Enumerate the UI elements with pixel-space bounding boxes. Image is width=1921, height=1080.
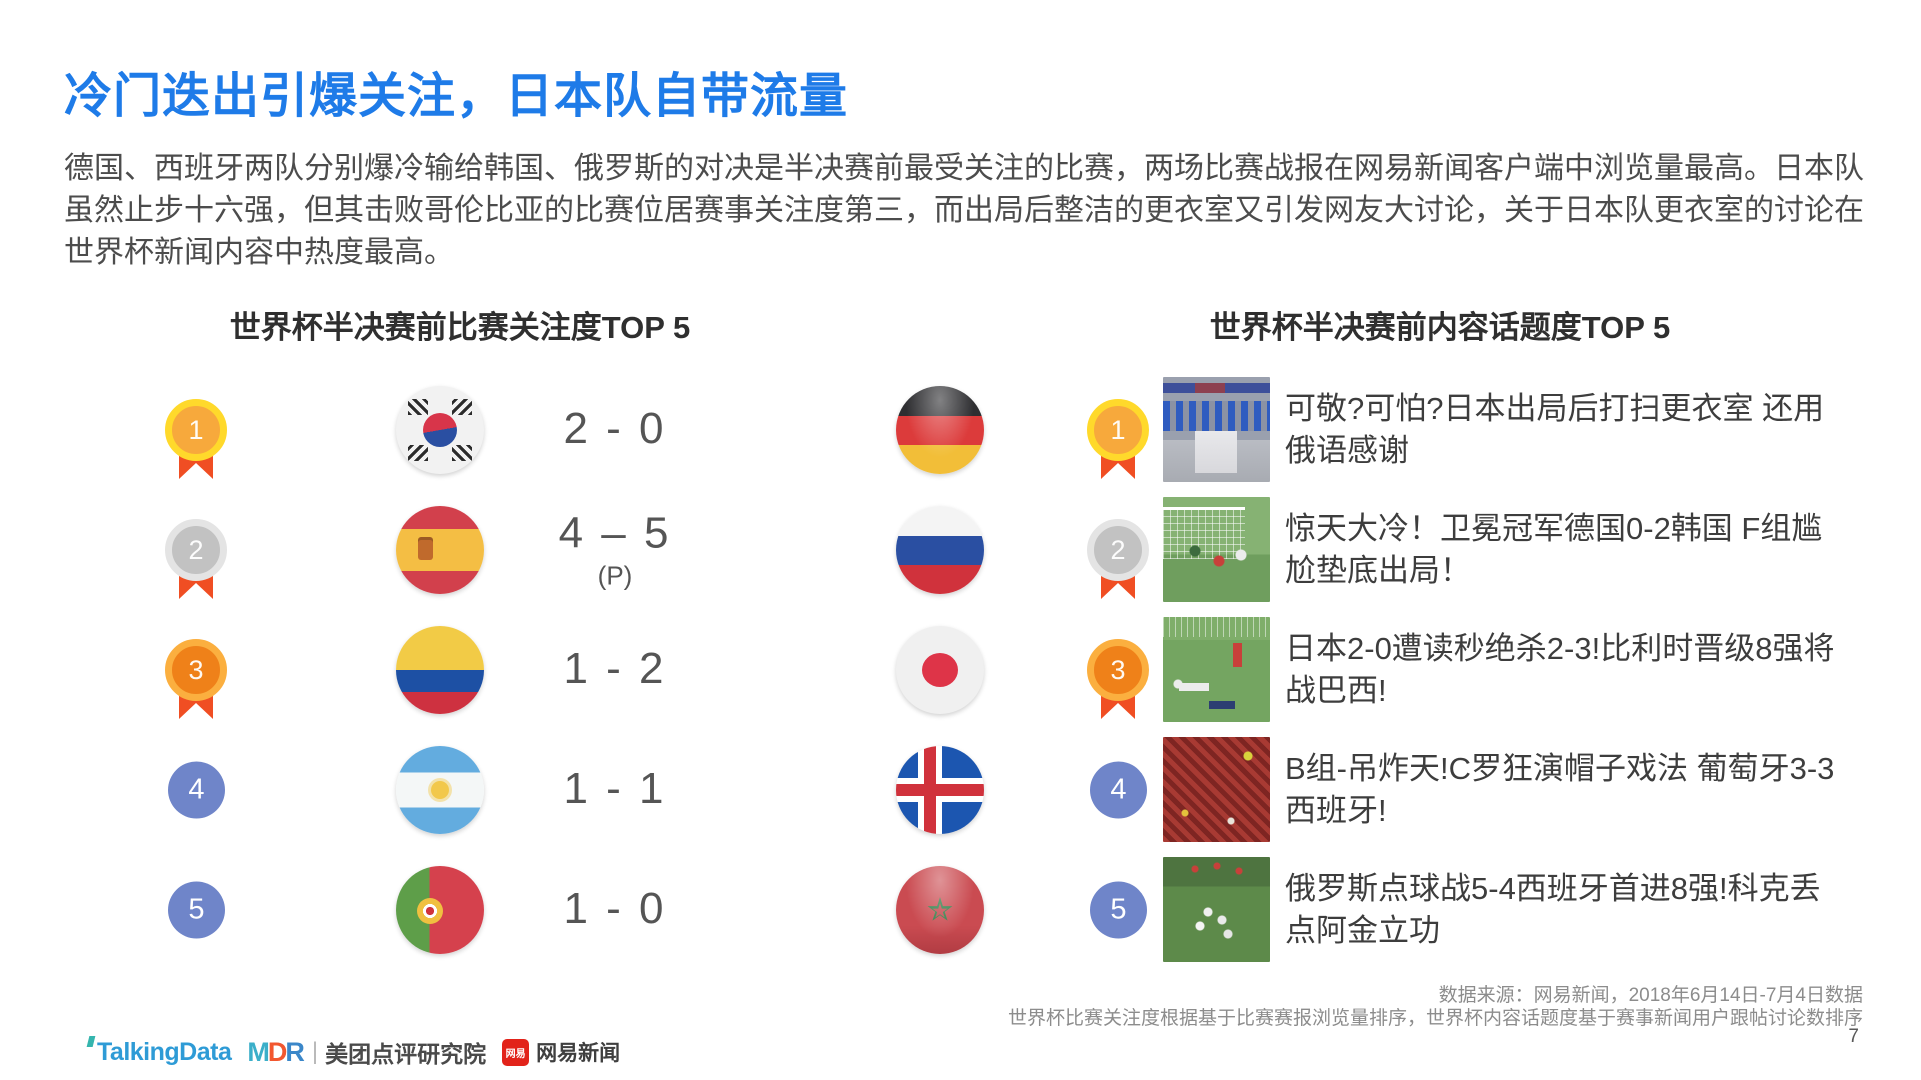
rank-3-bronze-medal-icon: 3 <box>1087 639 1149 727</box>
flag-argentina-icon <box>396 746 484 834</box>
source-line-2: 世界杯比赛关注度根据基于比赛赛报浏览量排序，世界杯内容话题度基于赛事新闻用户跟帖… <box>1007 1008 1863 1029</box>
rank-1-gold-medal-icon: 1 <box>165 399 227 487</box>
mdr-letter-r: R <box>285 1036 304 1067</box>
news-headline: 惊天大冷！卫冕冠军德国0-2韩国 F组尴尬垫底出局！ <box>1285 511 1823 588</box>
news-headline: 日本2-0遭读秒绝杀2-3!比利时晋级8强将战巴西! <box>1285 631 1835 708</box>
netease-badge-icon: 网易 <box>502 1038 530 1066</box>
rank-5-badge: 5 <box>1090 881 1147 939</box>
news-thumbnail-players-down <box>1163 617 1270 722</box>
source-line-1: 数据来源：网易新闻，2018年6月14日-7月4日数据 <box>1438 985 1863 1006</box>
logo-separator: | <box>311 1038 319 1065</box>
rank-2-silver-medal-icon: 2 <box>165 519 227 607</box>
news-thumbnail-fans-crowd <box>1163 737 1270 842</box>
news-row-3: 3 日本2-0遭读秒绝杀2-3!比利时晋级8强将战巴西! <box>1085 610 1885 730</box>
page-title: 冷门迭出引爆关注，日本队自带流量 <box>64 70 849 123</box>
netease-news-logo: 网易 网易新闻 <box>502 1037 620 1067</box>
match-score: 1 - 0 <box>563 884 667 933</box>
match-score: 1 - 1 <box>563 764 667 813</box>
match-row-2: 2 4 – 5 (P) <box>100 490 984 610</box>
right-panel-header: 世界杯半决赛前内容话题度TOP 5 <box>1209 310 1671 345</box>
footer-logos: TalkingData M D R | 美团点评研究院 网易 网易新闻 <box>86 1035 620 1069</box>
meituan-dianping-research-logo: M D R | 美团点评研究院 <box>247 1035 486 1069</box>
rank-4-badge: 4 <box>168 761 225 819</box>
page-number: 7 <box>1848 1026 1859 1047</box>
intro-paragraph: 德国、西班牙两队分别爆冷输给韩国、俄罗斯的对决是半决赛前最受关注的比赛，两场比赛… <box>64 152 1864 269</box>
match-score: 1 - 2 <box>563 644 667 693</box>
match-row-3: 3 1 - 2 <box>100 610 984 730</box>
news-thumbnail-team-celebration <box>1163 857 1270 962</box>
rank-5-badge: 5 <box>168 881 225 939</box>
news-thumbnail-goal-scene <box>1163 497 1270 602</box>
talkingdata-logo: TalkingData <box>86 1035 232 1067</box>
flag-japan-icon <box>896 626 984 714</box>
match-attention-list: 1 2 - 0 2 4 – 5 (P) 3 1 - 2 <box>100 370 984 970</box>
news-row-4: 4 B组-吊炸天!C罗狂演帽子戏法 葡萄牙3-3西班牙! <box>1085 730 1885 850</box>
flag-portugal-icon <box>396 866 484 954</box>
match-row-5: 5 1 - 0 <box>100 850 984 970</box>
rank-2-silver-medal-icon: 2 <box>1087 519 1149 607</box>
flag-south-korea-icon <box>396 386 484 474</box>
mdr-letter-m: M <box>247 1036 269 1067</box>
data-source-note: 数据来源：网易新闻，2018年6月14日-7月4日数据 世界杯比赛关注度根据基于… <box>1008 984 1863 1030</box>
mdr-letter-d: D <box>267 1036 287 1067</box>
flag-morocco-icon <box>896 866 984 954</box>
flag-spain-icon <box>396 506 484 594</box>
flag-russia-icon <box>896 506 984 594</box>
rank-4-badge: 4 <box>1090 761 1147 819</box>
news-thumbnail-locker-room <box>1163 377 1270 482</box>
content-topic-list: 1 可敬?可怕?日本出局后打扫更衣室 还用俄语感谢 2 惊天大冷！卫冕冠军德国0… <box>1085 370 1885 970</box>
news-headline: 俄罗斯点球战5-4西班牙首进8强!科克丢点阿金立功 <box>1285 871 1821 948</box>
rank-3-bronze-medal-icon: 3 <box>165 639 227 727</box>
news-headline: B组-吊炸天!C罗狂演帽子戏法 葡萄牙3-3西班牙! <box>1285 751 1835 828</box>
news-row-1: 1 可敬?可怕?日本出局后打扫更衣室 还用俄语感谢 <box>1085 370 1885 490</box>
meituan-research-wordmark: 美团点评研究院 <box>325 1041 487 1067</box>
rank-1-gold-medal-icon: 1 <box>1087 399 1149 487</box>
match-score: 4 – 5 (P) <box>558 508 672 591</box>
match-row-1: 1 2 - 0 <box>100 370 984 490</box>
flag-iceland-icon <box>896 746 984 834</box>
flag-germany-icon <box>896 386 984 474</box>
news-row-2: 2 惊天大冷！卫冕冠军德国0-2韩国 F组尴尬垫底出局！ <box>1085 490 1885 610</box>
match-row-4: 4 1 - 1 <box>100 730 984 850</box>
match-score: 2 - 0 <box>563 404 667 453</box>
news-row-5: 5 俄罗斯点球战5-4西班牙首进8强!科克丢点阿金立功 <box>1085 850 1885 970</box>
flag-colombia-icon <box>396 626 484 714</box>
talkingdata-tick-icon <box>86 1035 96 1047</box>
talkingdata-wordmark: TalkingData <box>97 1037 232 1066</box>
netease-news-wordmark: 网易新闻 <box>536 1042 621 1065</box>
news-headline: 可敬?可怕?日本出局后打扫更衣室 还用俄语感谢 <box>1285 391 1825 468</box>
left-panel-header: 世界杯半决赛前比赛关注度TOP 5 <box>229 310 691 345</box>
